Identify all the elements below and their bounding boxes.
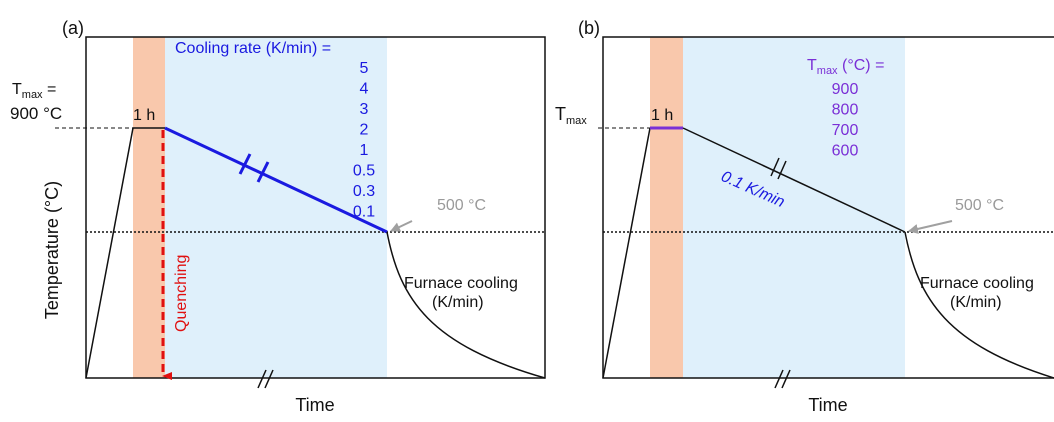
axis-break — [257, 369, 267, 389]
axis-break — [774, 369, 784, 389]
cooling-band — [683, 37, 905, 378]
furnace-label: (K/min) — [432, 294, 484, 311]
tmax-value: 600 — [832, 143, 859, 160]
axis-break — [264, 369, 274, 389]
cooling-rate: 0.1 — [353, 204, 375, 221]
tmax-label: Tmax — [555, 104, 587, 127]
break-mark — [238, 153, 252, 175]
cooling-rate: 4 — [360, 81, 369, 98]
panel-label: (b) — [578, 18, 600, 38]
cooling-rate: 0.5 — [353, 163, 375, 180]
heating-profile — [602, 127, 651, 379]
furnace-label: Furnace cooling — [404, 275, 518, 292]
furnace-curve — [904, 231, 1054, 379]
tmax-value: 900 — [832, 81, 859, 98]
tmax-value: 900 °C — [10, 104, 62, 123]
end-temp-label: 500 °C — [437, 197, 486, 214]
cooling-rate: 5 — [360, 60, 369, 77]
hold-band — [650, 37, 683, 378]
axes-frame — [85, 36, 546, 379]
hold-label: 1 h — [133, 107, 155, 124]
x-axis-label: Time — [808, 395, 847, 415]
tmax-suffix: (°C) = — [838, 57, 885, 74]
tmax-title: Tmax (°C) = — [807, 57, 884, 77]
cooling-band — [165, 37, 387, 378]
axis-break — [781, 369, 791, 389]
tmax-label: Tmax = — [12, 81, 56, 101]
tmax-sub: max — [817, 65, 838, 77]
cooling-line — [682, 127, 906, 233]
heating-profile — [85, 127, 165, 379]
tmax-main: T — [807, 57, 817, 74]
tmax-value: 800 — [832, 102, 859, 119]
y-axis-label: Temperature (°C) — [42, 181, 62, 319]
cooling-line — [164, 126, 388, 234]
cooling-rate-list: 5 4 3 2 1 0.5 0.3 0.1 — [353, 60, 375, 221]
hold-label: 1 h — [651, 107, 673, 124]
break-mark — [770, 157, 780, 177]
end-temp-label: 500 °C — [955, 197, 1004, 214]
tmax-list: 900 800 700 600 — [832, 81, 859, 160]
x-axis-label: Time — [295, 395, 334, 415]
pointer-arrow — [908, 220, 953, 234]
panel-a: (a) Tmax = 900 °C 1 h Cooling rate (K/mi… — [10, 18, 546, 415]
cooling-rate-title: Cooling rate (K/min) = — [175, 40, 331, 57]
cooling-rate: 2 — [360, 122, 369, 139]
cooling-rate: 1 — [360, 142, 369, 159]
panel-label: (a) — [62, 18, 84, 38]
tmax-main: T — [12, 81, 22, 98]
tmax-suffix: = — [43, 81, 57, 98]
hold-band — [133, 37, 165, 378]
furnace-curve — [386, 231, 546, 379]
tmax-sub: max — [566, 115, 587, 127]
tmax-sub: max — [22, 89, 43, 101]
quenching-label: Quenching — [173, 255, 190, 332]
furnace-label: Furnace cooling — [920, 275, 1034, 292]
tmax-value: 700 — [832, 122, 859, 139]
axes-frame — [602, 36, 1054, 379]
cooling-rate: 3 — [360, 101, 369, 118]
break-mark — [777, 160, 787, 180]
furnace-label: (K/min) — [950, 294, 1002, 311]
break-mark — [256, 161, 270, 183]
cooling-rate: 0.3 — [353, 183, 375, 200]
pointer-arrow — [390, 220, 413, 232]
tmax-main: T — [555, 104, 566, 124]
